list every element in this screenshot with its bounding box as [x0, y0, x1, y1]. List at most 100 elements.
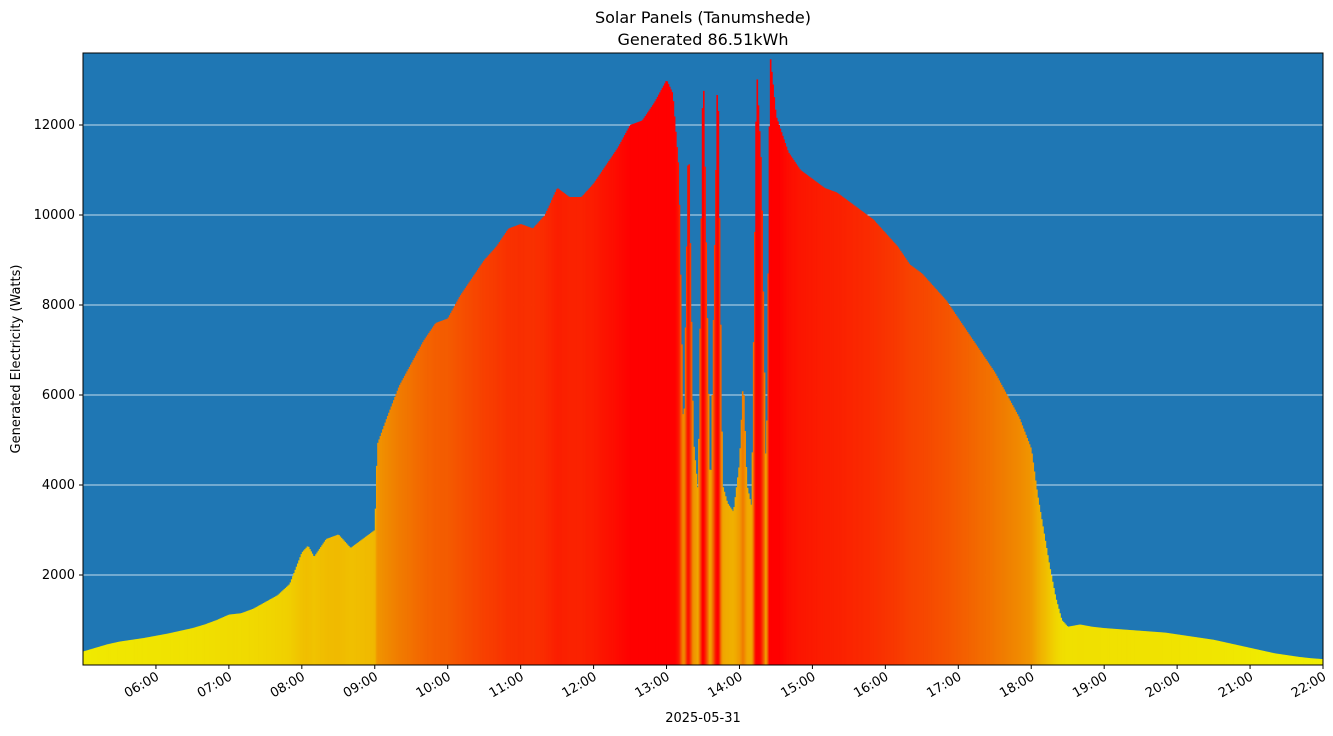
generation-bar — [89, 649, 91, 665]
generation-bar — [949, 306, 952, 665]
generation-bar — [581, 196, 584, 665]
generation-bar — [782, 135, 784, 666]
generation-bar — [1251, 648, 1253, 665]
generation-bar — [334, 535, 337, 665]
generation-bar — [738, 467, 740, 665]
generation-bar — [1141, 630, 1144, 665]
generation-bar — [332, 536, 334, 665]
generation-bar — [847, 201, 850, 666]
generation-bar — [576, 197, 579, 665]
generation-bar — [763, 372, 766, 665]
generation-bar — [1287, 655, 1290, 665]
generation-bar — [1209, 639, 1212, 665]
generation-bar — [1093, 626, 1095, 665]
generation-bar — [1057, 608, 1060, 665]
generation-bar — [198, 626, 201, 665]
generation-bar — [758, 131, 761, 665]
generation-bar — [767, 273, 770, 665]
generation-bar — [345, 543, 348, 665]
generation-bar — [642, 119, 644, 666]
generation-bar — [608, 161, 610, 665]
generation-bar — [300, 554, 303, 665]
generation-bar — [713, 245, 716, 665]
generation-bar — [126, 640, 129, 665]
generation-bar — [138, 638, 141, 665]
plot-frame — [82, 52, 1324, 666]
generation-bar — [119, 641, 122, 665]
generation-bar — [513, 226, 515, 665]
generation-bar — [251, 608, 254, 665]
generation-bar — [683, 408, 686, 665]
generation-bar — [1312, 658, 1314, 665]
generation-bar — [1208, 639, 1211, 665]
generation-bar — [202, 625, 204, 665]
generation-bar — [92, 648, 95, 665]
generation-bar — [1242, 646, 1245, 665]
generation-bar — [903, 256, 906, 665]
generation-bar — [870, 218, 873, 665]
generation-bar — [811, 178, 813, 666]
generation-bar — [1054, 594, 1056, 665]
generation-bar — [1138, 630, 1140, 665]
generation-bar — [1157, 632, 1160, 665]
generation-bar — [1126, 629, 1128, 665]
generation-bar — [1293, 656, 1296, 665]
generation-bar — [1088, 626, 1090, 665]
generation-bar — [425, 336, 428, 665]
generation-bar — [963, 326, 965, 665]
generation-bar — [1085, 625, 1088, 665]
generation-bar — [140, 638, 142, 665]
generation-bar — [1112, 628, 1115, 665]
generation-bar — [158, 635, 160, 665]
generation-bar — [717, 110, 720, 665]
generation-bar — [978, 350, 981, 665]
generation-bar — [146, 637, 148, 665]
generation-bar — [265, 601, 267, 665]
generation-bar — [1030, 447, 1032, 665]
generation-bar — [266, 600, 269, 665]
generation-bar — [1258, 649, 1261, 665]
generation-bar — [1130, 630, 1133, 665]
generation-bar — [941, 295, 943, 665]
generation-bar — [535, 225, 537, 665]
generation-bar — [696, 487, 699, 665]
generation-bar — [1286, 655, 1289, 665]
generation-bar — [482, 260, 485, 665]
generation-bar — [1225, 642, 1228, 665]
generation-bar — [225, 615, 227, 665]
generation-bar — [839, 194, 841, 665]
generation-bar — [386, 415, 389, 665]
generation-bar — [715, 170, 717, 665]
generation-bar — [1201, 638, 1204, 665]
generation-bar — [523, 225, 525, 665]
generation-bar — [1150, 631, 1152, 665]
generation-bar — [496, 245, 498, 665]
generation-bar — [858, 209, 861, 665]
generation-bar — [587, 189, 590, 665]
generation-bar — [876, 224, 879, 665]
generation-bar — [1214, 640, 1217, 665]
generation-bar — [684, 327, 687, 665]
generation-bar — [699, 328, 701, 665]
generation-bar — [1175, 634, 1178, 665]
generation-bar — [929, 282, 931, 665]
generation-bar — [712, 320, 715, 665]
generation-bar — [436, 322, 439, 665]
generation-bar — [292, 576, 294, 665]
y-tick-label: 8000 — [42, 298, 75, 313]
generation-bar — [369, 533, 372, 665]
generation-bar — [834, 191, 836, 665]
generation-bar — [1309, 658, 1312, 665]
generation-bar — [1237, 645, 1240, 665]
generation-bar — [222, 617, 225, 665]
generation-bar — [1301, 657, 1303, 665]
generation-bar — [1011, 405, 1014, 665]
generation-bar — [1217, 640, 1219, 665]
generation-bar — [169, 633, 171, 665]
y-tick-label: 10000 — [34, 208, 75, 223]
generation-bar — [430, 329, 433, 665]
generation-bar — [255, 607, 258, 665]
generation-bar — [427, 334, 429, 665]
generation-bar — [383, 425, 385, 665]
generation-bar — [1219, 641, 1222, 665]
